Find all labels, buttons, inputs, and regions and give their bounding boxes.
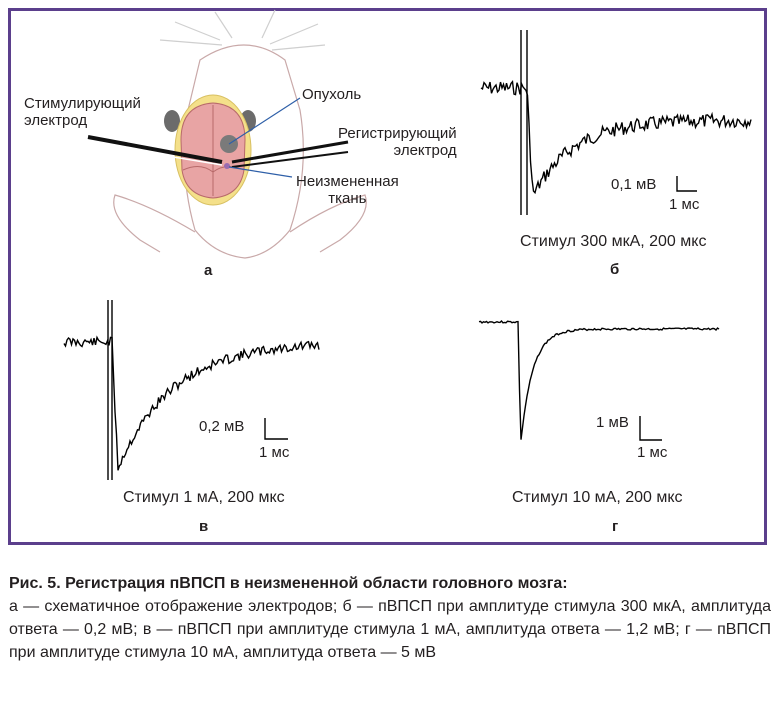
trace-panel-v [63, 300, 320, 480]
panel-letter-a: а [204, 262, 213, 279]
rat-head-schematic [113, 9, 367, 259]
trace-panel-g [478, 319, 720, 441]
scale-bar-g [639, 416, 662, 441]
stimulating-electrode [87, 135, 223, 164]
stimulus-label-v: Стимул 1 мА, 200 мкс [123, 489, 285, 506]
stimulating-electrode-2 [87, 142, 223, 166]
panel-letter-g: г [612, 518, 619, 535]
epsp-trace-v [63, 335, 320, 471]
label-recording-electrode: Регистрирующий электрод [338, 125, 457, 159]
scale-x-label-g: 1 мс [637, 444, 668, 461]
scale-y-label-b: 0,1 мВ [611, 176, 657, 193]
rat-eye-left [164, 110, 180, 132]
panel-letter-v: в [199, 518, 209, 535]
stim-artifact-v [107, 300, 113, 480]
scale-bar-b [676, 176, 697, 192]
figure-frame [8, 8, 767, 545]
label-stimulating-electrode: Стимулирующий электрод [24, 95, 141, 129]
scale-bar-v [264, 418, 288, 440]
stim-artifact-b [520, 30, 528, 215]
scale-x-label-v: 1 мс [259, 444, 290, 461]
panel-letter-b: б [610, 261, 620, 278]
tissue-pointer [228, 166, 293, 178]
scale-y-label-g: 1 мВ [596, 414, 629, 431]
trace-panel-b [480, 30, 752, 215]
scale-x-label-b: 1 мс [669, 196, 700, 213]
rat-whiskers [159, 9, 326, 51]
rat-head-outline [183, 44, 304, 259]
scale-y-label-v: 0,2 мВ [199, 418, 245, 435]
recording-electrode [231, 140, 349, 164]
stimulus-label-g: Стимул 10 мА, 200 мкс [512, 489, 683, 506]
epsp-trace-g [478, 319, 720, 440]
caption-title: Рис. 5. Регистрация пВПСП в неизмененной… [9, 575, 568, 592]
tumor-pointer [228, 97, 301, 145]
figure-caption: Рис. 5. Регистрация пВПСП в неизмененной… [9, 572, 771, 664]
figure-artwork [63, 9, 752, 480]
rat-body-outline [113, 194, 367, 253]
unchanged-tissue-mark [224, 163, 230, 169]
recording-electrode-2 [231, 151, 349, 168]
caption-body: а — схематичное отображение электродов; … [9, 598, 771, 661]
stimulus-label-b: Стимул 300 мкА, 200 мкс [520, 233, 707, 250]
label-tumor: Опухоль [302, 86, 362, 103]
label-unchanged-tissue: Неизмененная ткань [296, 173, 399, 207]
epsp-trace-b [480, 80, 752, 195]
